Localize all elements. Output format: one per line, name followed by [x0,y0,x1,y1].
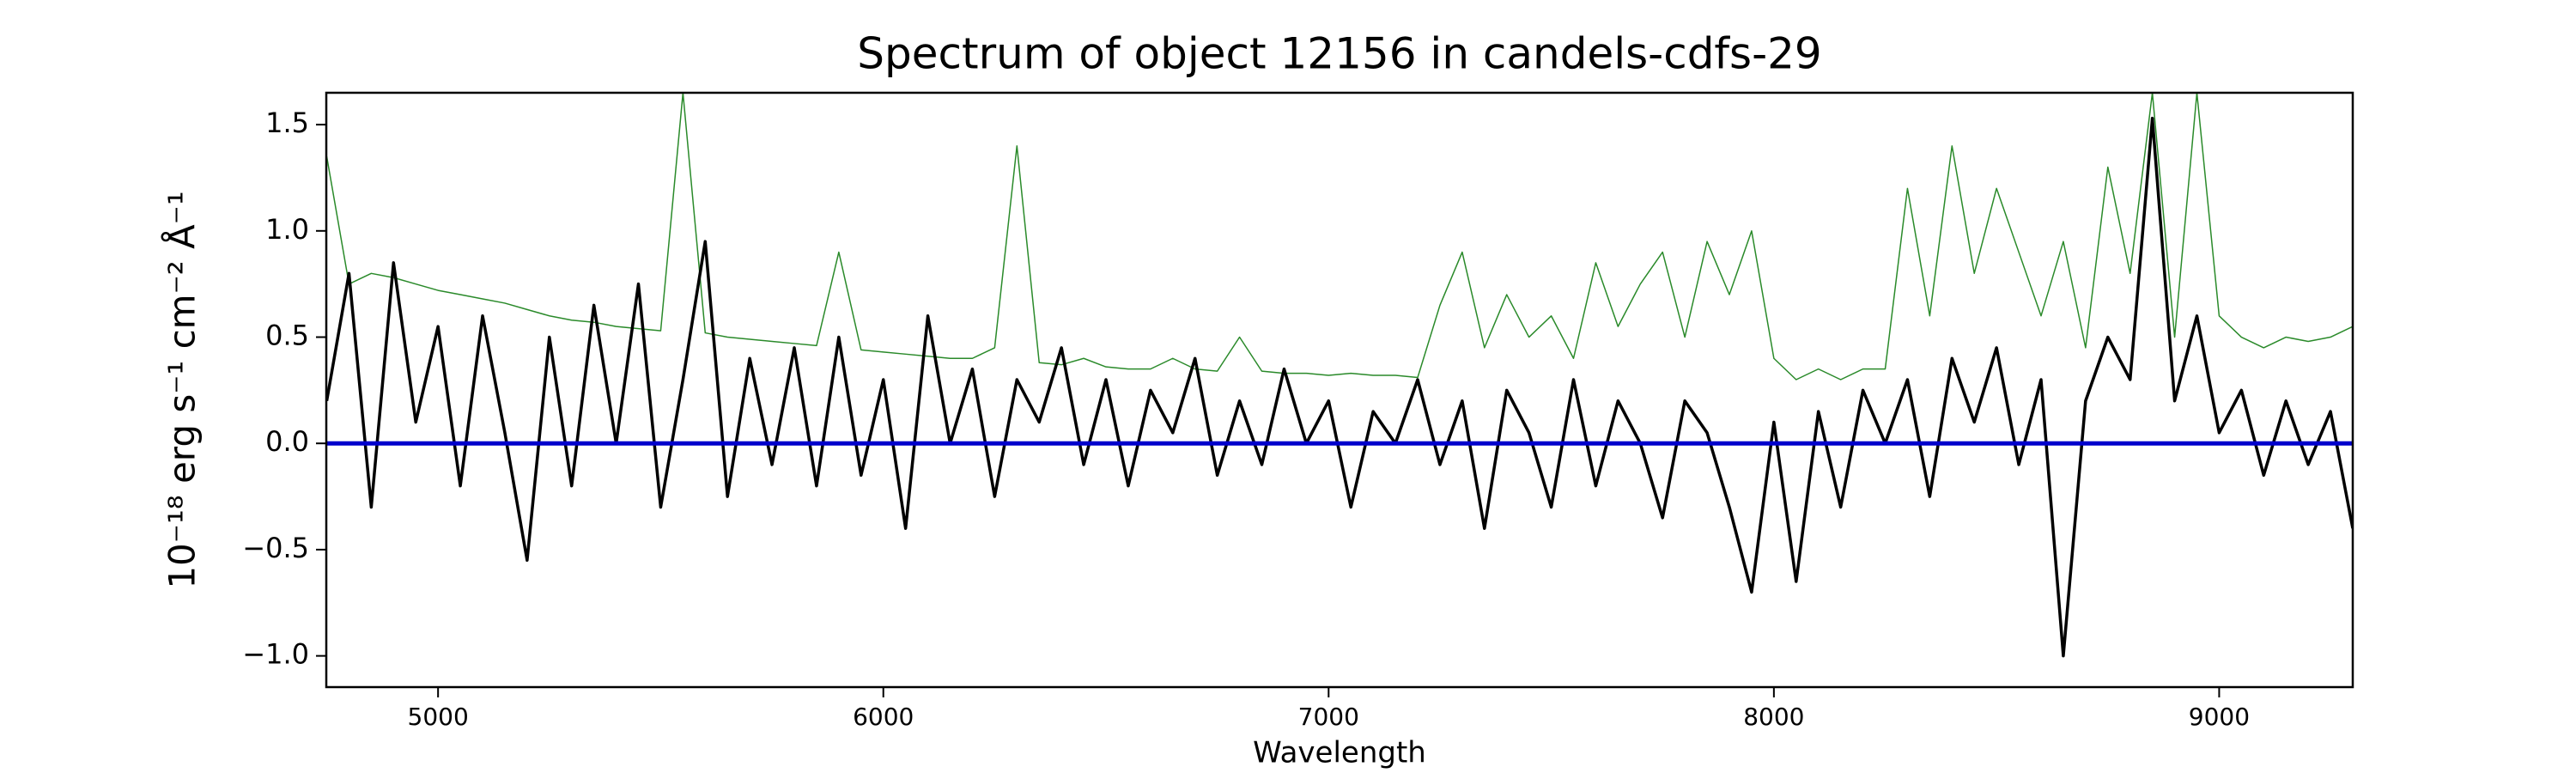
y-tick-label: 0.5 [265,320,309,352]
x-tick-label: 7000 [1298,703,1359,731]
y-tick-label: −1.0 [242,638,309,671]
y-tick-label: 1.5 [265,107,309,139]
plot-frame [325,91,2354,689]
y-tick-label: 1.0 [265,213,309,246]
plot-area [326,93,2353,658]
y-axis-label: 10⁻¹⁸ erg s⁻¹ cm⁻² Å⁻¹ [161,191,204,588]
x-tick-label: 5000 [408,703,469,731]
y-tick-label: −0.5 [242,532,309,564]
x-tick-label: 9000 [2189,703,2250,731]
x-axis-label: Wavelength [1253,736,1426,770]
x-tick-label: 8000 [1743,703,1804,731]
x-tick-label: 6000 [853,703,914,731]
y-tick-label: 0.0 [265,425,309,458]
chart-title: Spectrum of object 12156 in candels-cdfs… [857,29,1822,79]
spectrum-line [326,116,2353,658]
spectrum-line [326,93,2353,380]
